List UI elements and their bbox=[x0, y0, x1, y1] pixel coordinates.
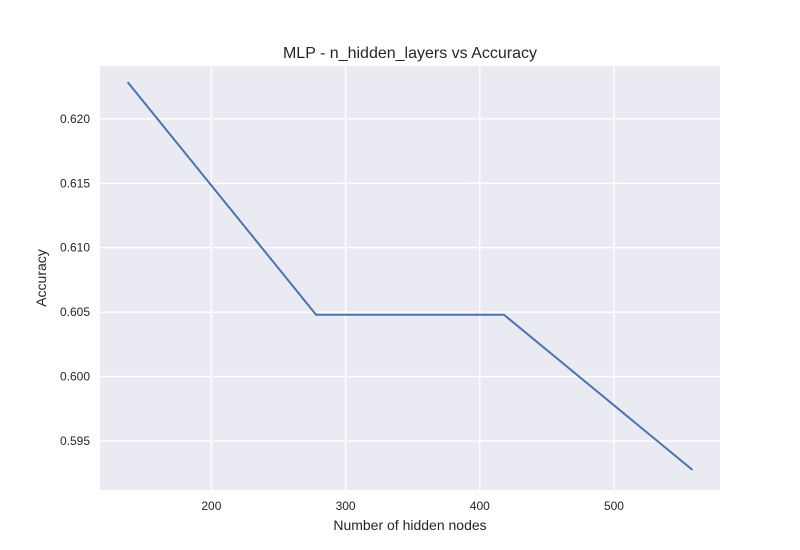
y-axis-label: Accuracy bbox=[33, 249, 49, 307]
tick-layer: 200 300 400 500 0.595 0.600 0.605 0.610 0.615 0.6… bbox=[60, 112, 624, 513]
x-tick-label: 300 bbox=[336, 499, 356, 513]
y-tick-label: 0.615 bbox=[60, 176, 90, 190]
x-tick-label: 200 bbox=[201, 499, 221, 513]
series-layer bbox=[127, 81, 693, 471]
series-line bbox=[127, 81, 693, 471]
x-tick-label: 500 bbox=[604, 499, 624, 513]
y-tick-label: 0.595 bbox=[60, 434, 90, 448]
y-tick-label: 0.620 bbox=[60, 112, 90, 126]
plot-area bbox=[100, 66, 720, 490]
y-tick-label: 0.605 bbox=[60, 305, 90, 319]
y-tick-label: 0.600 bbox=[60, 370, 90, 384]
x-axis-label: Number of hidden nodes bbox=[333, 517, 486, 533]
grid-layer bbox=[100, 66, 720, 490]
y-tick-label: 0.610 bbox=[60, 241, 90, 255]
chart-title: MLP - n_hidden_layers vs Accuracy bbox=[283, 45, 537, 62]
x-tick-label: 400 bbox=[470, 499, 490, 513]
